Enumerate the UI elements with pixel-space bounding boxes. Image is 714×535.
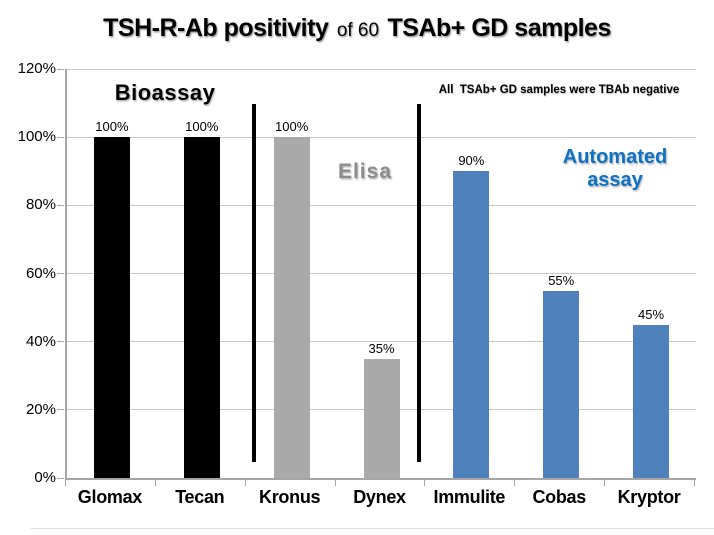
y-axis-tick-60%	[57, 273, 64, 274]
bar-value-label-cobas: 55%	[548, 272, 575, 288]
chart-title-part2: of 60	[336, 20, 380, 41]
bar-kryptor	[633, 324, 670, 478]
plot-area: 100% 100% 100% 35% 90% 55% 45%	[65, 68, 696, 480]
group-label-automated-line1: Automated	[562, 146, 668, 168]
x-axis-label-immulite: Immulite	[433, 487, 506, 507]
group-label-elisa: Elisa	[337, 160, 393, 183]
bar-immulite	[453, 171, 490, 478]
bar-glomax	[93, 137, 130, 478]
x-axis-label-glomax: Glomax	[77, 487, 143, 507]
bar-dynex	[363, 358, 400, 478]
y-axis-label-60%: 60%	[25, 264, 56, 282]
bar-value-label-kryptor: 45%	[638, 306, 665, 322]
x-axis-label-cobas: Cobas	[532, 487, 586, 507]
bar-value-label-tecan: 100%	[185, 119, 219, 135]
chart-title-part1: TSH-R-Ab positivity	[103, 14, 329, 42]
group-separator-2	[417, 104, 422, 462]
x-axis-label-tecan: Tecan	[175, 487, 225, 507]
x-axis-tick-3	[334, 480, 336, 486]
gridline-60%	[67, 273, 696, 274]
gridline-100%	[67, 136, 696, 138]
x-axis-tick-7	[694, 480, 695, 486]
annotation-tbab-negative: All TSAb+ GD samples were TBAb negative	[438, 84, 680, 96]
y-axis-label-40%: 40%	[25, 332, 56, 350]
group-label-automated-line2: assay	[587, 169, 643, 191]
x-axis-label-kryptor: Kryptor	[617, 487, 681, 507]
bar-cobas	[543, 290, 580, 478]
y-axis-label-20%: 20%	[25, 400, 56, 418]
y-axis-tick-120%	[57, 68, 64, 70]
bar-value-label-kronus: 100%	[275, 119, 309, 135]
bar-tecan	[183, 137, 220, 478]
y-axis-tick-20%	[57, 409, 64, 411]
chart-title: TSH-R-Ab positivity of 60 TSAb+ GD sampl…	[0, 14, 714, 43]
bar-value-label-dynex: 35%	[368, 340, 395, 356]
bar-value-label-glomax: 100%	[95, 119, 129, 135]
group-label-automated-assay: Automated assay	[530, 146, 700, 192]
x-axis-tick-2	[244, 480, 246, 486]
gridline-40%	[67, 341, 696, 343]
gridline-80%	[67, 204, 696, 206]
y-axis-tick-40%	[57, 341, 64, 343]
x-axis-tick-1	[154, 480, 156, 486]
gridline-120%	[67, 68, 696, 70]
y-axis-label-100%: 100%	[17, 128, 56, 146]
x-axis-label-dynex: Dynex	[353, 487, 406, 507]
y-axis-label-80%: 80%	[25, 196, 56, 214]
chart-title-part3: TSAb+ GD samples	[387, 14, 612, 42]
x-axis-tick-6	[604, 480, 606, 486]
bar-kronus	[273, 137, 310, 478]
group-label-bioassay: Bioassay	[114, 80, 216, 105]
x-axis-tick-0	[65, 480, 66, 486]
y-axis-label-0%: 0%	[34, 469, 56, 486]
x-axis-tick-5	[514, 480, 516, 486]
bottom-rule	[30, 528, 714, 529]
y-axis-label-120%: 120%	[17, 60, 56, 77]
y-axis-tick-80%	[57, 204, 64, 206]
y-axis-tick-0%	[57, 477, 64, 479]
x-axis-tick-4	[424, 480, 426, 486]
y-axis-tick-100%	[57, 136, 64, 138]
bar-value-label-immulite: 90%	[458, 153, 485, 169]
group-separator-1	[251, 104, 256, 462]
x-axis-label-kronus: Kronus	[259, 487, 321, 507]
